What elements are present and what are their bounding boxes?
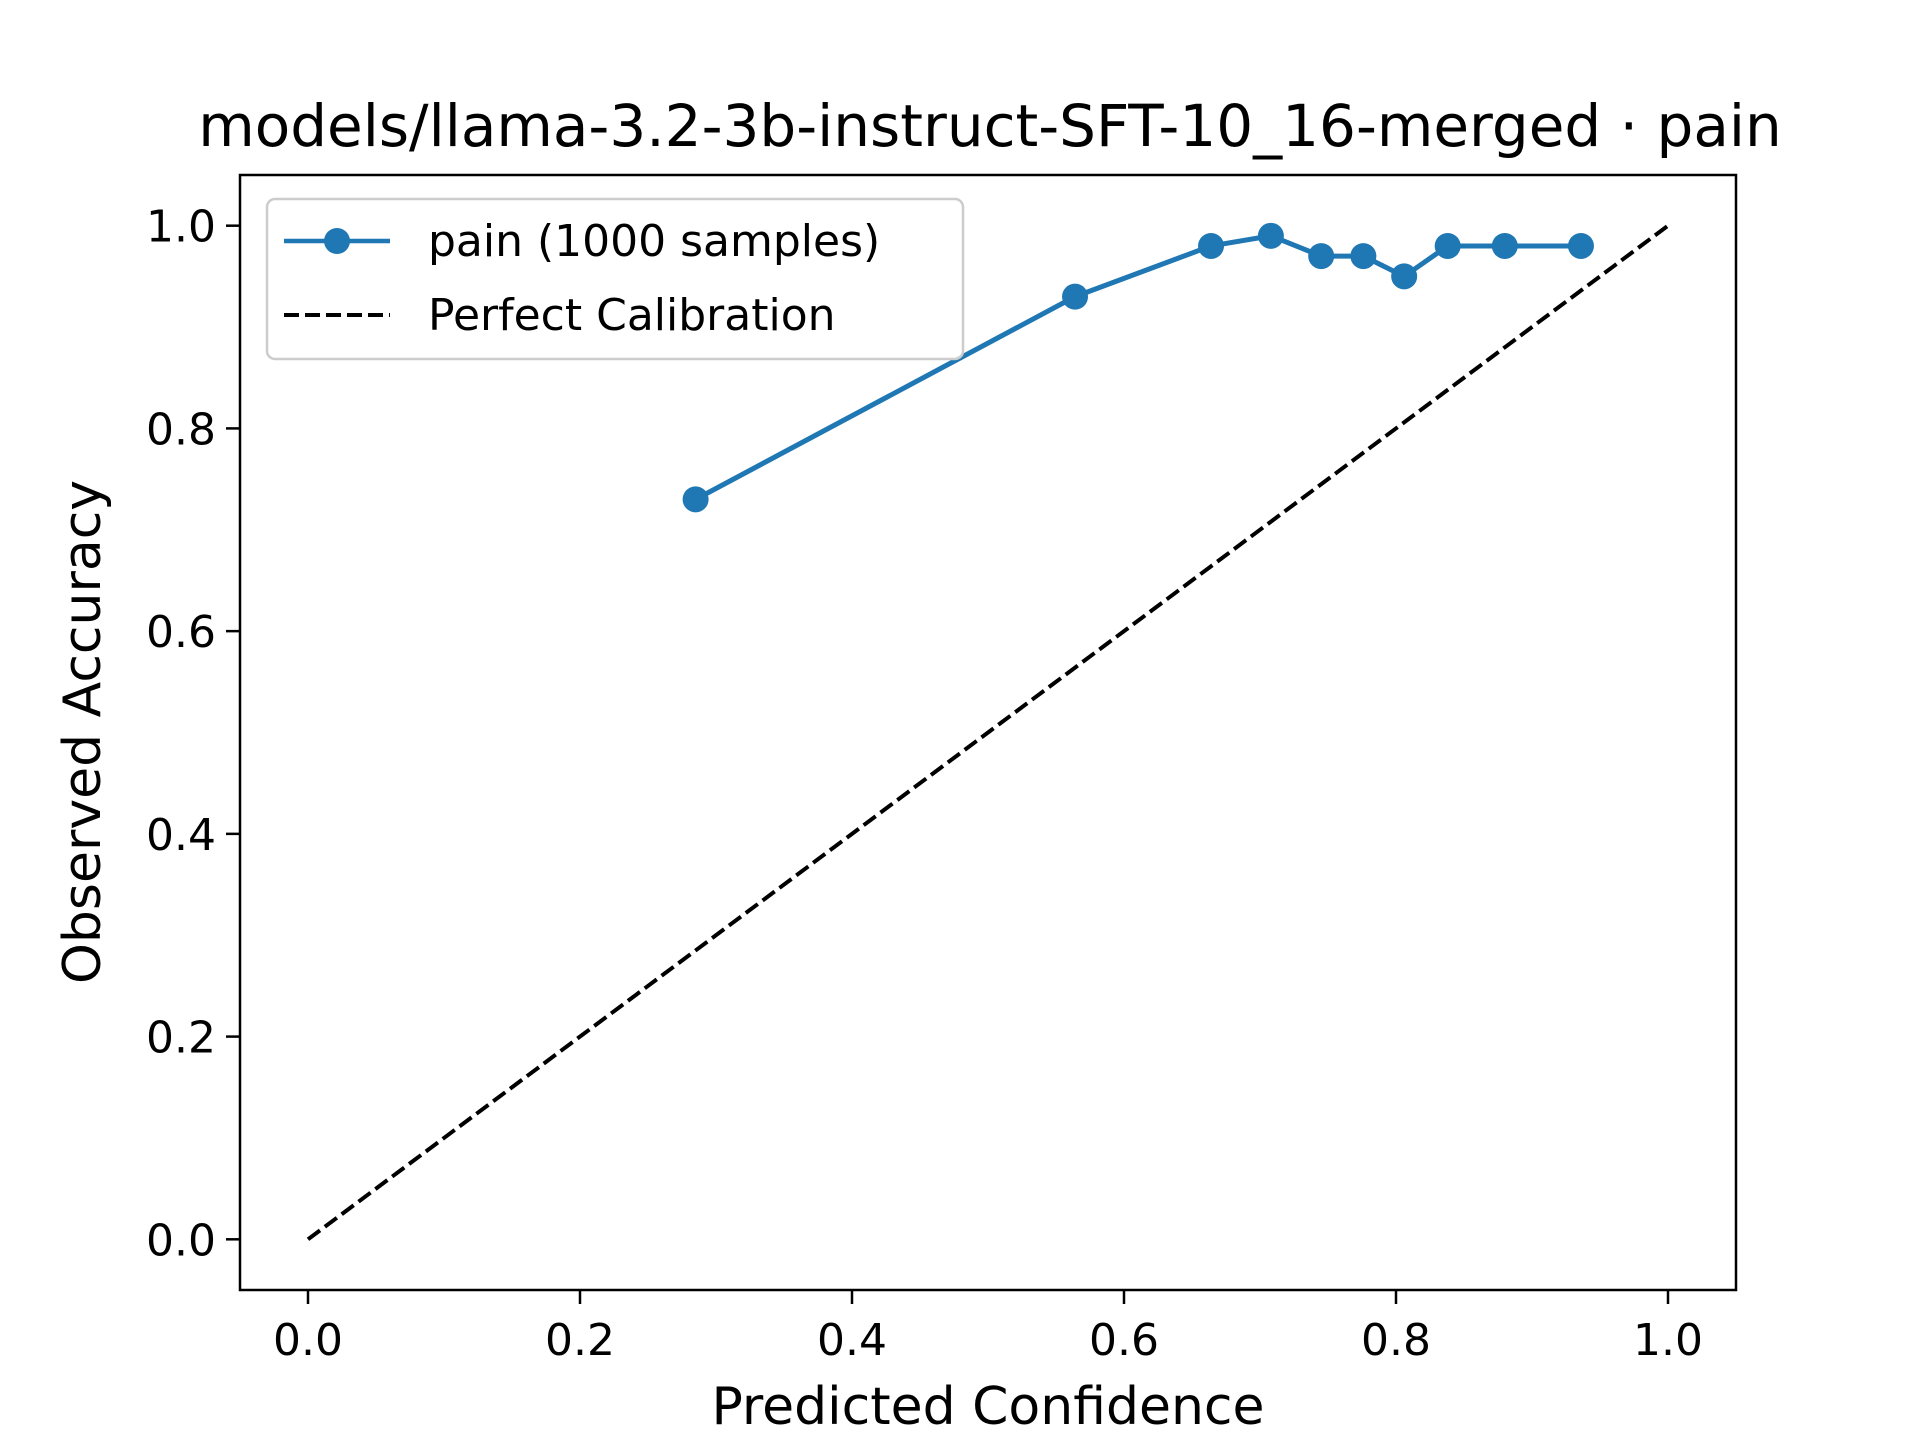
x-axis-label: Predicted Confidence xyxy=(711,1377,1264,1437)
y-axis: 0.0 0.2 0.4 0.6 0.8 1.0 xyxy=(146,202,240,1266)
data-point xyxy=(1350,243,1377,270)
y-tick-label: 1.0 xyxy=(146,202,216,253)
y-tick-label: 0.2 xyxy=(146,1013,216,1064)
y-tick-label: 0.6 xyxy=(146,607,216,658)
data-point xyxy=(1198,232,1225,259)
x-tick-label: 0.8 xyxy=(1361,1315,1431,1366)
y-tick-label: 0.4 xyxy=(146,810,216,861)
x-tick-label: 1.0 xyxy=(1633,1315,1703,1366)
data-point xyxy=(1491,232,1518,259)
perfect-calibration-line xyxy=(306,224,1670,1241)
data-point xyxy=(1308,243,1335,270)
legend-label-series: pain (1000 samples) xyxy=(428,216,880,267)
legend-box xyxy=(265,197,965,361)
x-tick-label: 0.4 xyxy=(817,1315,887,1366)
data-point xyxy=(1434,232,1461,259)
series-line-pain xyxy=(694,233,1581,502)
data-point xyxy=(1567,232,1594,259)
legend-swatch-marker xyxy=(324,228,350,254)
x-tick-label: 0.2 xyxy=(545,1315,615,1366)
x-tick-label: 0.6 xyxy=(1089,1315,1159,1366)
x-axis: 0.0 0.2 0.4 0.6 0.8 1.0 xyxy=(273,1290,1703,1366)
legend-label-perfect-calibration: Perfect Calibration xyxy=(428,290,836,341)
chart-title: models/llama-3.2-3b-instruct-SFT-10_16-m… xyxy=(198,92,1782,160)
plot-area xyxy=(306,222,1670,1241)
axes-frame xyxy=(238,173,1738,1292)
legend: pain (1000 samples) Perfect Calibration xyxy=(265,197,965,361)
y-axis-label: Observed Accuracy xyxy=(53,480,113,984)
y-tick-label: 0.0 xyxy=(146,1215,216,1266)
data-point xyxy=(1257,222,1284,249)
data-point xyxy=(1391,263,1418,290)
data-point xyxy=(1062,283,1089,310)
x-tick-label: 0.0 xyxy=(273,1315,343,1366)
y-tick-label: 0.8 xyxy=(146,404,216,455)
data-point xyxy=(682,486,709,513)
